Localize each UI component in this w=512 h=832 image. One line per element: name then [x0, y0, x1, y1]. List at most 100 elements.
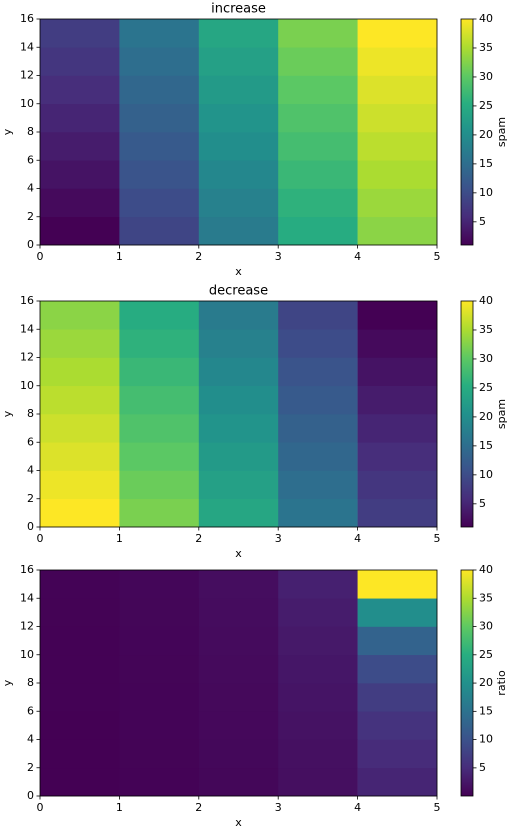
colorbar-tick-label: 20 — [479, 128, 493, 141]
heatmap-cell — [119, 570, 200, 599]
heatmap-cell — [119, 414, 200, 443]
y-tick-label: 14 — [20, 40, 34, 53]
heatmap-cell — [119, 75, 200, 105]
heatmap-cell — [278, 570, 358, 599]
heatmap-cell — [40, 739, 120, 769]
heatmap-cell — [357, 711, 438, 740]
heatmap-cell — [278, 654, 358, 684]
y-tick-label: 14 — [20, 322, 34, 335]
heatmap-cell — [198, 160, 279, 189]
x-tick-label: 4 — [354, 532, 361, 545]
colorbar-tick-label: 30 — [479, 620, 493, 633]
x-tick-label: 1 — [116, 532, 123, 545]
heatmap-cell — [119, 329, 200, 358]
heatmap-cell — [357, 160, 438, 189]
heatmap-cell — [278, 683, 358, 712]
colorbar-tick-label: 15 — [479, 157, 493, 170]
x-tick-label: 0 — [37, 250, 44, 263]
colorbar — [460, 300, 474, 528]
heatmap-cell — [119, 767, 200, 797]
heatmap-cell — [278, 626, 358, 656]
heatmap-cell — [278, 498, 358, 528]
heatmap-cell — [198, 188, 279, 218]
y-tick-label: 16 — [20, 294, 34, 307]
colorbar-tick-label: 20 — [479, 410, 493, 423]
heatmap-cell — [198, 75, 279, 105]
x-tick-label: 5 — [434, 250, 441, 263]
y-tick-label: 12 — [20, 620, 34, 633]
y-tick-label: 16 — [20, 12, 34, 25]
x-axis-label: x — [235, 265, 242, 278]
heatmap-cell — [198, 357, 279, 387]
heatmap-cell — [357, 103, 438, 133]
heatmap-cell — [278, 711, 358, 740]
heatmap-cell — [119, 188, 200, 218]
y-tick-label: 12 — [20, 351, 34, 364]
y-tick-label: 6 — [27, 153, 34, 166]
y-axis-label: y — [1, 410, 14, 417]
heatmap-cell — [278, 47, 358, 76]
x-tick-label: 2 — [195, 801, 202, 814]
heatmap-cell — [278, 442, 358, 471]
heatmap-cell — [278, 357, 358, 387]
colorbar-tick-label: 10 — [479, 733, 493, 746]
x-tick-label: 2 — [195, 532, 202, 545]
colorbar-tick-label: 30 — [479, 70, 493, 83]
heatmap-cell — [278, 216, 358, 246]
heatmap-cell — [119, 683, 200, 712]
x-tick-label: 1 — [116, 250, 123, 263]
colorbar-tick-label: 25 — [479, 648, 493, 661]
y-tick-label: 2 — [27, 492, 34, 505]
colorbar-tick-label: 10 — [479, 186, 493, 199]
chart-title: increase — [211, 2, 266, 17]
heatmap-cell — [119, 216, 200, 246]
heatmap-cell — [198, 767, 279, 797]
heatmap-cell — [40, 329, 120, 358]
heatmap-cell — [40, 103, 120, 133]
y-tick-label: 6 — [27, 435, 34, 448]
chart-title: decrease — [209, 284, 268, 299]
heatmap-cell — [357, 598, 438, 627]
heatmap-cell — [119, 357, 200, 387]
heatmap-cell — [198, 103, 279, 133]
x-tick-label: 2 — [195, 250, 202, 263]
heatmap-cell — [357, 385, 438, 415]
x-tick-label: 0 — [37, 801, 44, 814]
colorbar-tick-label: 15 — [479, 439, 493, 452]
heatmap-cell — [198, 47, 279, 76]
heatmap-cell — [357, 470, 438, 500]
x-tick-label: 4 — [354, 250, 361, 263]
heatmap-cell — [278, 329, 358, 358]
colorbar-tick-label: 40 — [479, 294, 493, 307]
y-tick-label: 8 — [27, 407, 34, 420]
x-tick-label: 3 — [275, 532, 282, 545]
y-tick-label: 4 — [27, 464, 34, 477]
heatmap-cell — [278, 160, 358, 189]
heatmap-cell — [198, 683, 279, 712]
heatmap-cell — [357, 357, 438, 387]
heatmap-cell — [198, 442, 279, 471]
y-axis-label: y — [1, 679, 14, 686]
colorbar-tick-label: 40 — [479, 563, 493, 576]
heatmap-cell — [198, 19, 279, 48]
colorbar-label: spam — [495, 117, 508, 147]
heatmap-cell — [40, 188, 120, 218]
x-tick-label: 3 — [275, 801, 282, 814]
colorbar-label: ratio — [495, 670, 508, 696]
y-tick-label: 8 — [27, 125, 34, 138]
colorbar-tick-label: 30 — [479, 352, 493, 365]
heatmap-cell — [278, 598, 358, 627]
heatmap-cell — [119, 442, 200, 471]
heatmap-cell — [198, 132, 279, 161]
y-tick-label: 12 — [20, 69, 34, 82]
heatmap-cell — [40, 132, 120, 161]
heatmap-cell — [278, 75, 358, 105]
heatmap-cell — [40, 385, 120, 415]
heatmap-cell — [40, 626, 120, 656]
heatmap-cell — [278, 385, 358, 415]
heatmap-cell — [40, 19, 120, 48]
heatmap-cell — [40, 357, 120, 387]
heatmap-cell — [357, 188, 438, 218]
heatmap-cell — [357, 498, 438, 528]
heatmap-cell — [119, 711, 200, 740]
